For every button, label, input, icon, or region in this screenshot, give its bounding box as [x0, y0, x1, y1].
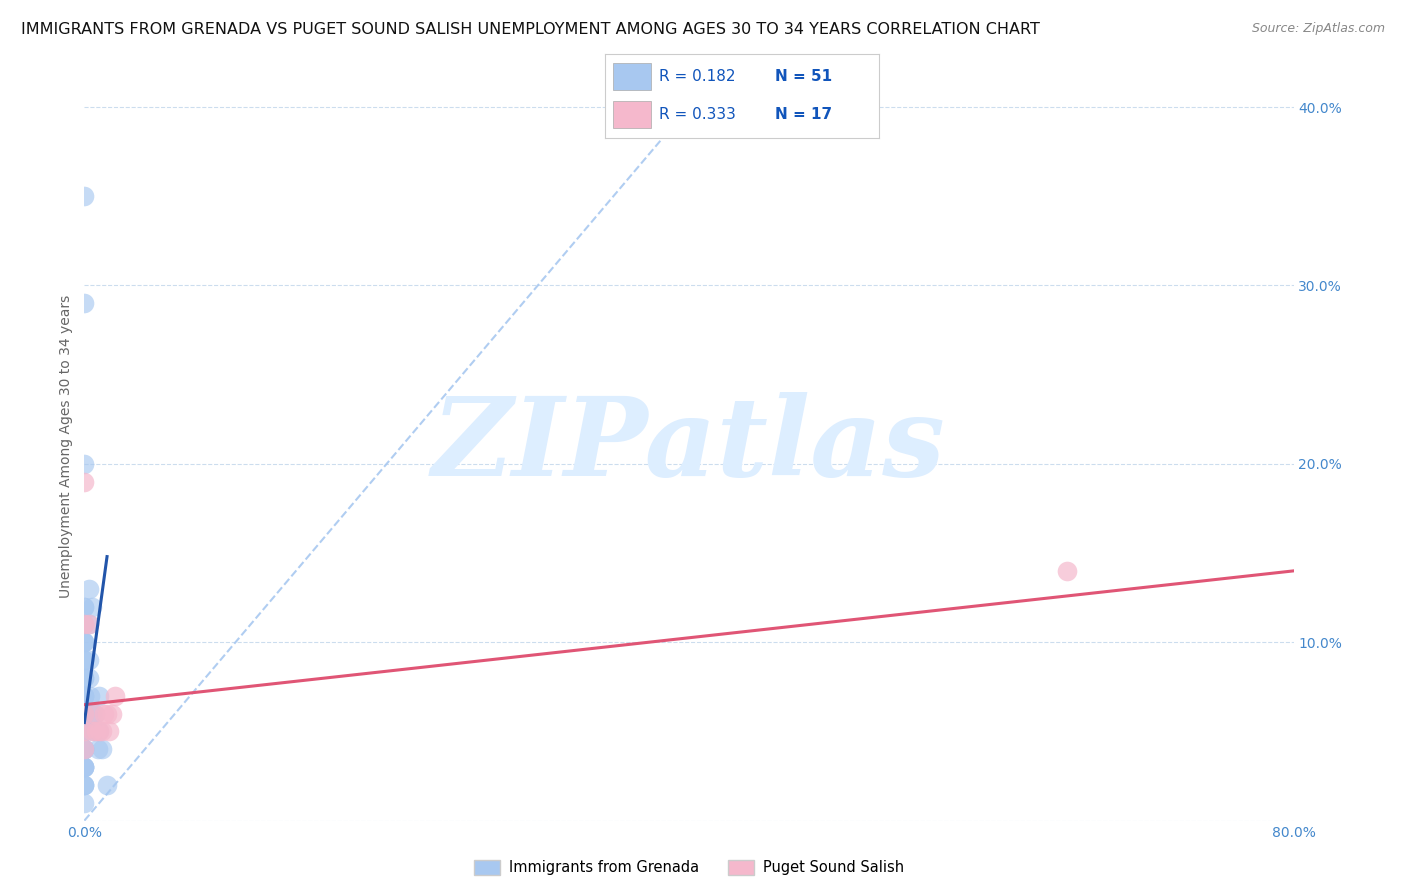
Bar: [613, 62, 651, 90]
Point: [73, 671, 96, 685]
Point: [91, 724, 114, 739]
Point: [73, 742, 96, 756]
Point: [89, 724, 111, 739]
Point: [73, 617, 96, 632]
Point: [89, 689, 111, 703]
Point: [89, 724, 111, 739]
Point: [73, 617, 96, 632]
Point: [73, 296, 96, 310]
Point: [73, 457, 96, 471]
Point: [1056, 564, 1078, 578]
Point: [104, 689, 127, 703]
Point: [73, 689, 96, 703]
Point: [73, 706, 96, 721]
Point: [73, 617, 96, 632]
Point: [73, 706, 96, 721]
Point: [91, 742, 114, 756]
Point: [73, 724, 96, 739]
Point: [73, 760, 96, 774]
Point: [73, 760, 96, 774]
Point: [82, 724, 104, 739]
Point: [96, 706, 118, 721]
Point: [77, 653, 100, 667]
Point: [73, 742, 96, 756]
Point: [73, 724, 96, 739]
Point: [80, 599, 103, 614]
Point: [73, 796, 96, 810]
Point: [79, 689, 101, 703]
Point: [73, 653, 96, 667]
Point: [73, 635, 96, 649]
Legend: Immigrants from Grenada, Puget Sound Salish: Immigrants from Grenada, Puget Sound Sal…: [468, 854, 910, 880]
Point: [73, 599, 96, 614]
Y-axis label: Unemployment Among Ages 30 to 34 years: Unemployment Among Ages 30 to 34 years: [59, 294, 73, 598]
Point: [100, 706, 122, 721]
Point: [73, 724, 96, 739]
Text: N = 51: N = 51: [775, 69, 832, 84]
Point: [80, 706, 103, 721]
Point: [93, 706, 115, 721]
Point: [73, 635, 96, 649]
Point: [73, 724, 96, 739]
Point: [73, 742, 96, 756]
Point: [73, 689, 96, 703]
Point: [73, 724, 96, 739]
Text: R = 0.333: R = 0.333: [659, 107, 737, 122]
Point: [77, 617, 100, 632]
Text: R = 0.182: R = 0.182: [659, 69, 735, 84]
Point: [97, 724, 120, 739]
Point: [80, 724, 103, 739]
Text: IMMIGRANTS FROM GRENADA VS PUGET SOUND SALISH UNEMPLOYMENT AMONG AGES 30 TO 34 Y: IMMIGRANTS FROM GRENADA VS PUGET SOUND S…: [21, 22, 1040, 37]
Point: [73, 653, 96, 667]
Point: [73, 760, 96, 774]
Point: [87, 742, 110, 756]
Point: [96, 778, 118, 792]
Bar: [613, 101, 651, 128]
Point: [73, 706, 96, 721]
Point: [84, 706, 107, 721]
Point: [73, 778, 96, 792]
Point: [73, 475, 96, 489]
Text: N = 17: N = 17: [775, 107, 832, 122]
Point: [86, 724, 108, 739]
Point: [86, 724, 108, 739]
Point: [73, 189, 96, 203]
Point: [73, 742, 96, 756]
Point: [73, 599, 96, 614]
Text: ZIPatlas: ZIPatlas: [432, 392, 946, 500]
Point: [77, 617, 100, 632]
Point: [73, 706, 96, 721]
Point: [73, 742, 96, 756]
Text: Source: ZipAtlas.com: Source: ZipAtlas.com: [1251, 22, 1385, 36]
Point: [77, 582, 100, 596]
Point: [73, 671, 96, 685]
Point: [73, 635, 96, 649]
Point: [73, 778, 96, 792]
Point: [77, 671, 100, 685]
Point: [73, 760, 96, 774]
Point: [73, 689, 96, 703]
Point: [73, 778, 96, 792]
Point: [84, 706, 107, 721]
